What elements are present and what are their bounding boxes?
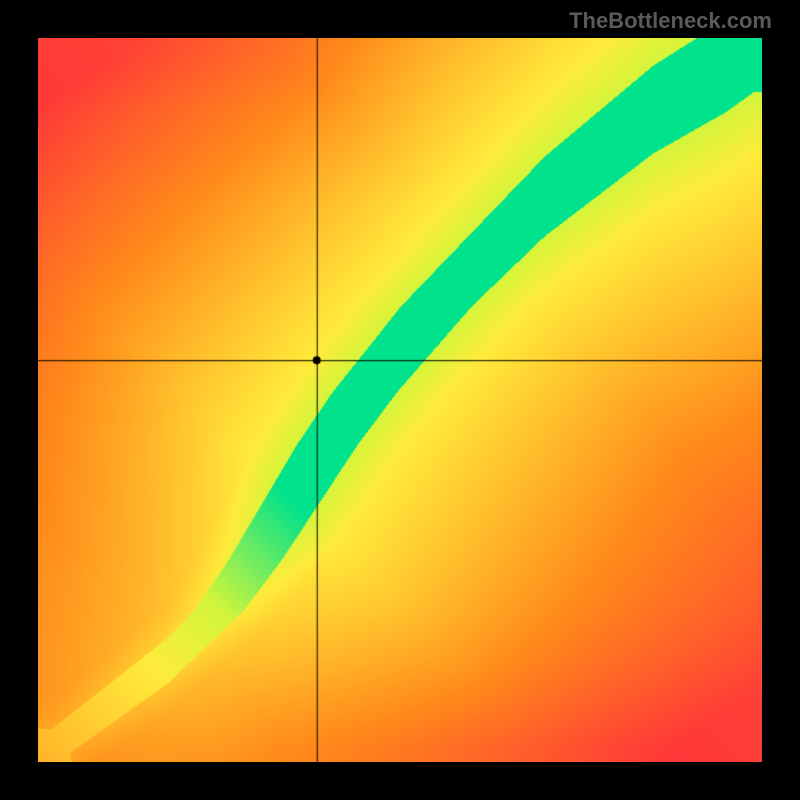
heatmap-plot [38, 38, 762, 762]
chart-container: TheBottleneck.com [0, 0, 800, 800]
heatmap-canvas [38, 38, 762, 762]
watermark-text: TheBottleneck.com [569, 8, 772, 34]
